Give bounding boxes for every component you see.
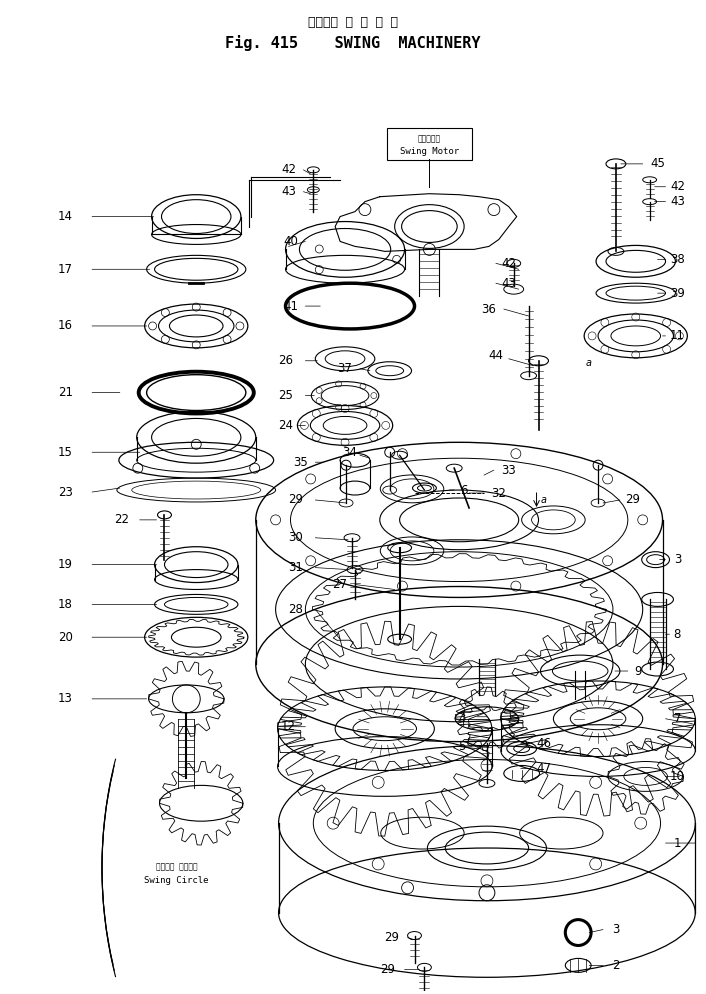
Text: 44: 44 <box>489 349 503 362</box>
Text: 12: 12 <box>281 721 296 734</box>
Text: 39: 39 <box>670 286 685 299</box>
Text: 6: 6 <box>460 483 468 497</box>
Text: 27: 27 <box>333 578 347 591</box>
Text: 29: 29 <box>626 493 640 507</box>
Text: 24: 24 <box>278 418 293 432</box>
FancyBboxPatch shape <box>387 128 472 160</box>
Text: スイング サークル: スイング サークル <box>155 863 197 872</box>
Text: 10: 10 <box>670 770 685 783</box>
Text: 37: 37 <box>337 362 352 375</box>
Text: 35: 35 <box>293 455 308 469</box>
Text: 23: 23 <box>58 485 73 499</box>
Text: 3: 3 <box>612 923 620 936</box>
Text: 33: 33 <box>501 463 516 477</box>
Text: 28: 28 <box>288 603 303 616</box>
Text: 22: 22 <box>114 513 129 527</box>
Text: Swing Motor: Swing Motor <box>400 147 459 156</box>
Text: 3: 3 <box>674 553 681 567</box>
Text: 29: 29 <box>384 931 399 944</box>
Text: 1: 1 <box>674 837 681 850</box>
Text: 32: 32 <box>491 486 506 500</box>
Text: 43: 43 <box>501 276 516 289</box>
Text: 4: 4 <box>458 713 466 726</box>
Text: 29: 29 <box>288 493 303 507</box>
Text: 43: 43 <box>670 195 685 208</box>
Text: a: a <box>541 495 546 505</box>
Text: 40: 40 <box>283 235 298 248</box>
Text: 38: 38 <box>670 252 685 265</box>
Text: Swing Circle: Swing Circle <box>144 877 209 886</box>
Text: Fig. 415    SWING  MACHINERY: Fig. 415 SWING MACHINERY <box>225 35 481 51</box>
Text: 21: 21 <box>58 386 73 399</box>
Text: 34: 34 <box>342 445 357 459</box>
Text: 13: 13 <box>58 693 73 706</box>
Text: 47: 47 <box>536 762 551 775</box>
Text: 11: 11 <box>670 329 685 342</box>
Text: 41: 41 <box>283 299 298 312</box>
Text: 2: 2 <box>612 959 620 972</box>
Text: 9: 9 <box>634 665 642 678</box>
Text: 45: 45 <box>650 157 665 170</box>
Text: 15: 15 <box>58 445 73 459</box>
Text: 旋回モータ: 旋回モータ <box>418 134 441 143</box>
Text: 17: 17 <box>58 262 73 275</box>
Text: 30: 30 <box>288 531 303 545</box>
Text: 25: 25 <box>278 389 293 402</box>
Text: 26: 26 <box>278 354 293 367</box>
Text: 42: 42 <box>281 163 296 176</box>
Text: 18: 18 <box>58 598 73 611</box>
Text: 29: 29 <box>381 963 395 976</box>
Text: スイング マ シ ナ リ: スイング マ シ ナ リ <box>308 16 398 29</box>
Text: 46: 46 <box>536 738 551 750</box>
Text: 42: 42 <box>670 180 685 193</box>
Text: 31: 31 <box>288 561 303 575</box>
Text: 19: 19 <box>58 558 73 572</box>
Text: 20: 20 <box>58 631 73 644</box>
Text: 7: 7 <box>674 713 681 726</box>
Text: 5: 5 <box>458 741 466 753</box>
Text: 36: 36 <box>481 302 496 315</box>
Text: 16: 16 <box>58 319 73 332</box>
Text: 14: 14 <box>58 210 73 223</box>
Text: 42: 42 <box>501 256 516 269</box>
Text: a: a <box>585 358 591 368</box>
Text: 8: 8 <box>674 628 681 641</box>
Text: 43: 43 <box>281 185 296 198</box>
